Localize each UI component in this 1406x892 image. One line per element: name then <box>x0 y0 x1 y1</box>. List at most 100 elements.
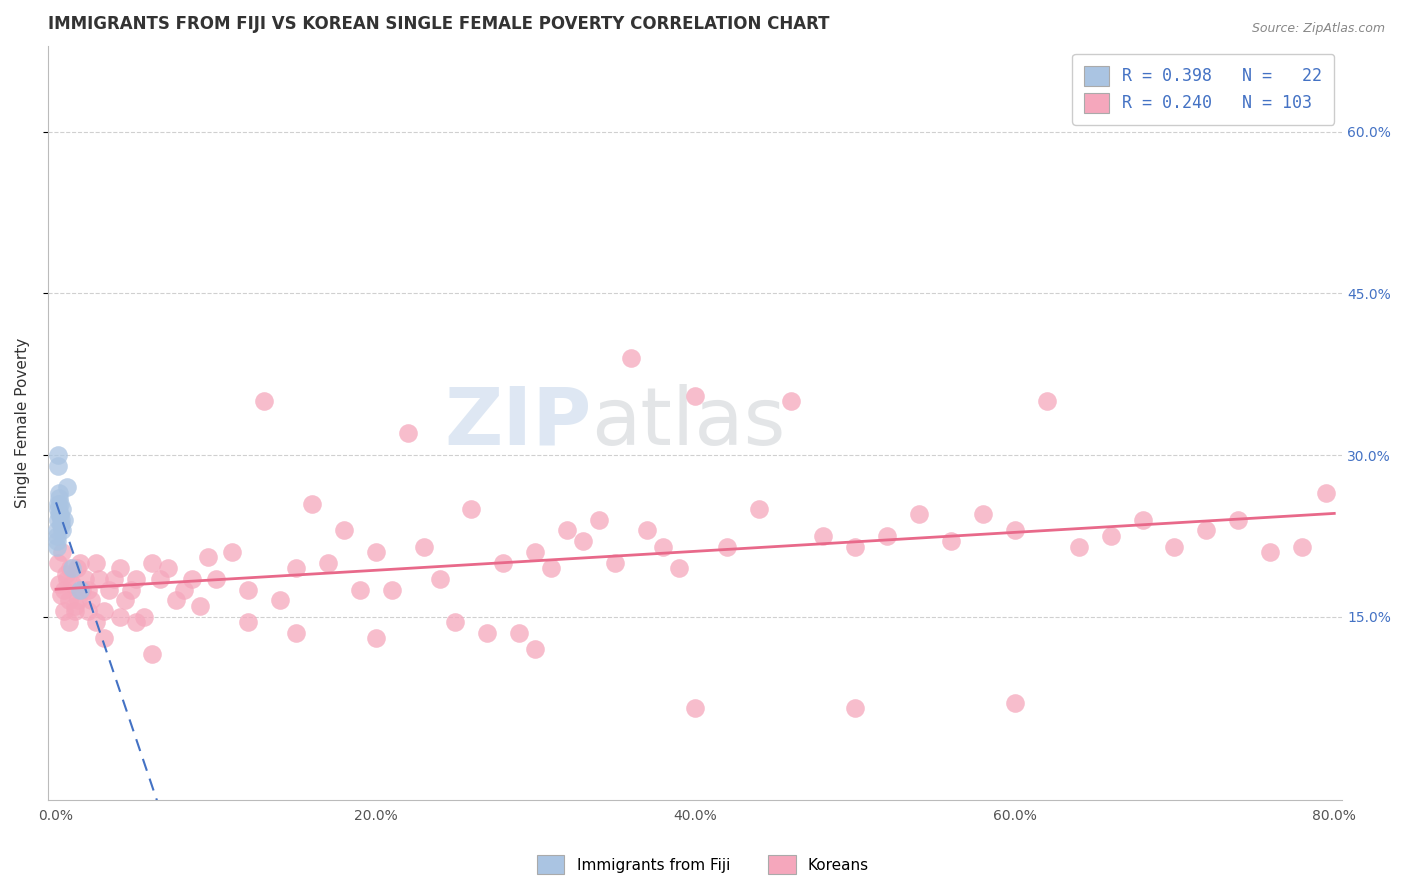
Point <box>683 701 706 715</box>
Point <box>180 572 202 586</box>
Point <box>173 582 195 597</box>
Point <box>221 545 243 559</box>
Point <box>588 513 610 527</box>
Point <box>48 577 70 591</box>
Point <box>77 604 100 618</box>
Point <box>381 582 404 597</box>
Point <box>60 577 83 591</box>
Point <box>48 496 70 510</box>
Point <box>844 701 866 715</box>
Point <box>108 561 131 575</box>
Point <box>460 502 482 516</box>
Point <box>652 540 675 554</box>
Point <box>149 572 172 586</box>
Point <box>1227 513 1250 527</box>
Point <box>557 524 579 538</box>
Point <box>70 582 93 597</box>
Point <box>84 615 107 629</box>
Point <box>45 529 67 543</box>
Point <box>46 458 69 473</box>
Point <box>811 529 834 543</box>
Point <box>1099 529 1122 543</box>
Point <box>125 572 148 586</box>
Point <box>97 582 120 597</box>
Point <box>56 572 79 586</box>
Point <box>165 593 187 607</box>
Point <box>48 508 70 522</box>
Point <box>55 566 77 581</box>
Point <box>1291 540 1313 554</box>
Text: IMMIGRANTS FROM FIJI VS KOREAN SINGLE FEMALE POVERTY CORRELATION CHART: IMMIGRANTS FROM FIJI VS KOREAN SINGLE FE… <box>48 15 830 33</box>
Point <box>524 642 547 657</box>
Point <box>77 582 100 597</box>
Point <box>683 389 706 403</box>
Point <box>269 593 291 607</box>
Point <box>53 604 76 618</box>
Point <box>908 508 931 522</box>
Y-axis label: Single Female Poverty: Single Female Poverty <box>15 337 30 508</box>
Point <box>51 502 73 516</box>
Point <box>49 508 72 522</box>
Point <box>46 534 69 549</box>
Point <box>46 513 69 527</box>
Point <box>1067 540 1090 554</box>
Point <box>46 496 69 510</box>
Point <box>972 508 994 522</box>
Point <box>1004 524 1026 538</box>
Point <box>80 593 103 607</box>
Legend: R = 0.398   N =   22, R = 0.240   N = 103: R = 0.398 N = 22, R = 0.240 N = 103 <box>1073 54 1334 125</box>
Point <box>780 394 803 409</box>
Point <box>284 561 307 575</box>
Point <box>103 572 125 586</box>
Point <box>939 534 962 549</box>
Point <box>60 561 83 575</box>
Point <box>668 561 690 575</box>
Point <box>53 513 76 527</box>
Point <box>1035 394 1057 409</box>
Point <box>56 480 79 494</box>
Point <box>236 615 259 629</box>
Point <box>63 604 86 618</box>
Point <box>524 545 547 559</box>
Point <box>46 556 69 570</box>
Point <box>89 572 111 586</box>
Point <box>540 561 562 575</box>
Text: atlas: atlas <box>592 384 786 462</box>
Text: Source: ZipAtlas.com: Source: ZipAtlas.com <box>1251 22 1385 36</box>
Point <box>396 426 419 441</box>
Point <box>316 556 339 570</box>
Point <box>46 448 69 462</box>
Point <box>141 556 163 570</box>
Point <box>49 588 72 602</box>
Point <box>45 540 67 554</box>
Point <box>636 524 658 538</box>
Point <box>51 545 73 559</box>
Point <box>120 582 142 597</box>
Point <box>332 524 354 538</box>
Point <box>1260 545 1282 559</box>
Point <box>188 599 211 613</box>
Point <box>748 502 770 516</box>
Point <box>253 394 276 409</box>
Point <box>93 631 115 645</box>
Point <box>49 513 72 527</box>
Point <box>59 561 82 575</box>
Point <box>605 556 627 570</box>
Point <box>572 534 595 549</box>
Point <box>1163 540 1185 554</box>
Point <box>197 550 219 565</box>
Point <box>716 540 738 554</box>
Point <box>844 540 866 554</box>
Point <box>73 572 96 586</box>
Point <box>69 556 91 570</box>
Point <box>125 615 148 629</box>
Point <box>349 582 371 597</box>
Point <box>58 615 80 629</box>
Point <box>477 625 499 640</box>
Point <box>48 502 70 516</box>
Point <box>63 599 86 613</box>
Point <box>108 609 131 624</box>
Point <box>156 561 179 575</box>
Point <box>114 593 136 607</box>
Point <box>236 582 259 597</box>
